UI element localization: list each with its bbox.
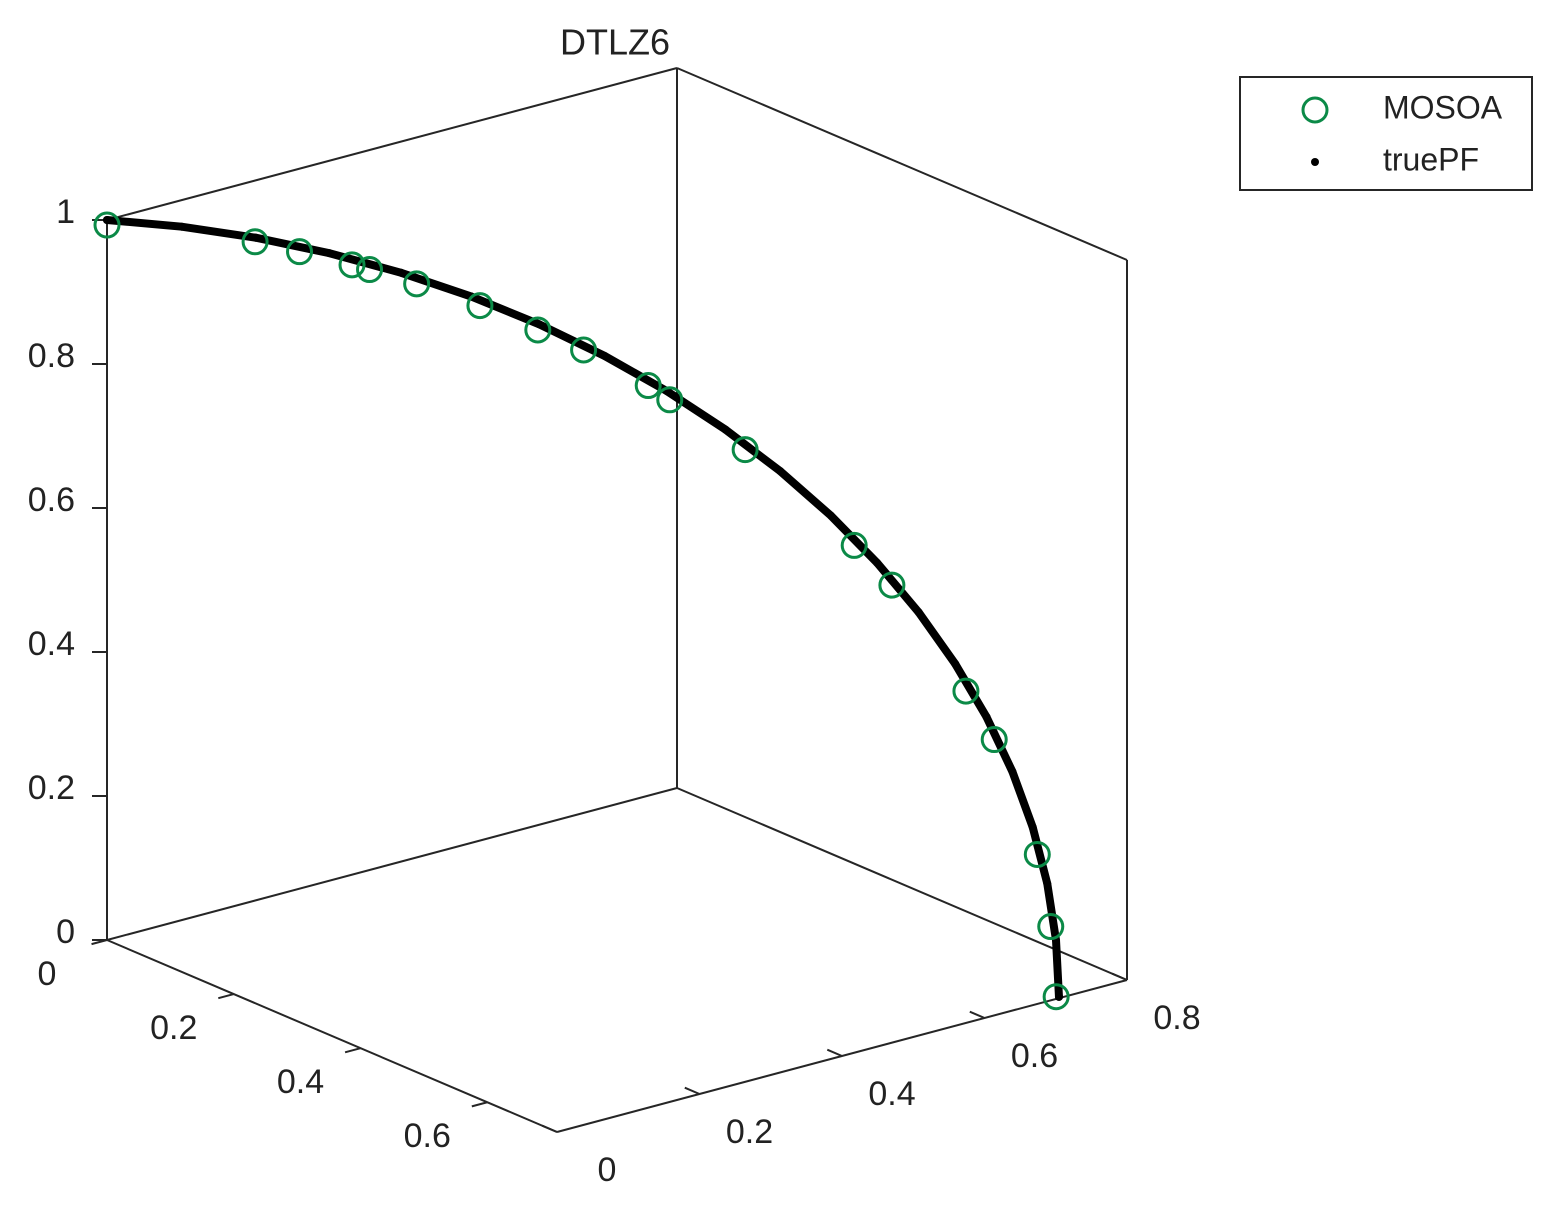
legend-label: truePF [1383,141,1479,177]
true-pf-point [600,351,609,360]
y-tick-label: 0.6 [1011,1037,1058,1075]
axis-edge [106,67,678,221]
true-pf-point [1008,767,1017,776]
y-tick-label: 0.4 [868,1075,915,1113]
mosoa-point [878,571,906,599]
true-pf-point [535,320,544,329]
legend-marker [1301,96,1329,124]
true-pf-point [325,249,334,258]
mosoa-point [1037,913,1065,941]
y-tick [969,1010,985,1019]
true-pf-point [251,233,260,242]
z-tick-label: 0 [56,913,75,951]
x-tick [218,993,235,1000]
mosoa-point [524,316,552,344]
axis-edge [106,939,558,1133]
z-tick-label: 1 [56,193,75,231]
true-pf-point [1054,992,1063,1001]
mosoa-point [656,386,684,414]
y-tick-label: 0 [598,1151,617,1189]
mosoa-point [356,256,384,284]
true-pf-point [103,216,111,224]
true-pf-point [914,608,923,617]
axis-edge [676,787,1128,981]
mosoa-point [952,677,980,705]
mosoa-point [338,251,366,279]
mosoa-point [840,531,868,559]
mosoa-point [980,726,1008,754]
y-tick [826,1048,843,1057]
x-tick [344,1047,361,1054]
y-tick-label: 0.2 [726,1113,773,1151]
x-tick-label: 0 [38,955,57,993]
z-tick-label: 0.8 [28,337,75,375]
true-pf-point [721,425,730,434]
legend-box [1239,76,1533,191]
z-tick-label: 0.2 [28,769,75,807]
legend-label: MOSOA [1383,89,1503,125]
y-tick [684,1086,700,1095]
mosoa-point [403,270,431,298]
true-pf-point [951,659,960,668]
mosoa-point [241,228,269,256]
true-pf-point [177,222,186,231]
true-pf-point [776,467,785,476]
axis-edge [106,787,678,941]
mosoa-point [731,436,759,464]
x-tick [471,1101,488,1108]
x-tick-label: 0.6 [404,1117,451,1155]
x-tick-label: 0.4 [277,1063,324,1101]
legend-marker [1311,158,1319,166]
z-tick-label: 0.6 [28,481,75,519]
true-pf-point [1028,823,1037,832]
true-pf-point [397,268,406,277]
true-pf-point [873,558,882,567]
mosoa-point [570,336,598,364]
x-tick-label: 0.2 [150,1009,197,1047]
mosoa-point [93,211,121,239]
mosoa-point [1023,840,1051,868]
true-pf-point [826,511,835,520]
y-tick [541,1124,558,1133]
mosoa-point [634,372,662,400]
y-tick-label: 0.8 [1153,999,1200,1037]
mosoa-point [1042,983,1070,1011]
true-pf-point [982,712,991,721]
z-tick-label: 0.4 [28,625,75,663]
y-tick [1111,972,1128,981]
axis-edge [676,67,1128,261]
mosoa-point [466,292,494,320]
true-pf-point [1043,879,1052,888]
chart-title: DTLZ6 [560,22,670,63]
mosoa-point [286,238,314,266]
